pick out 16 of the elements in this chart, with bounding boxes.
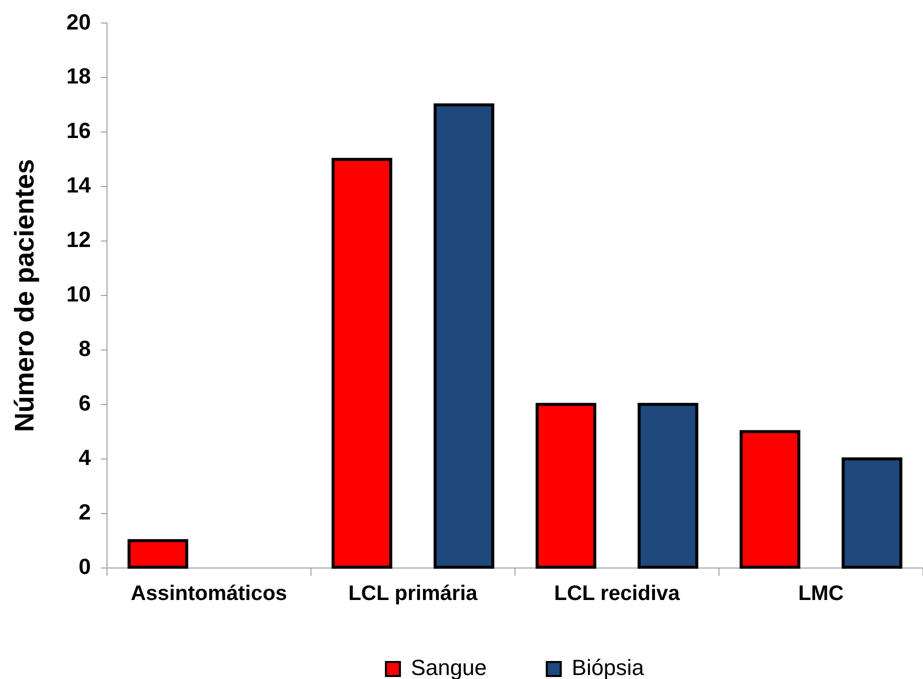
- x-tick-label: LCL primária: [348, 582, 478, 606]
- y-tick-label: 4: [78, 444, 92, 470]
- y-tick-label: 18: [66, 64, 91, 89]
- y-tick-label: 10: [66, 282, 91, 307]
- y-tick-label: 0: [78, 554, 91, 579]
- y-tick-label: 2: [78, 499, 91, 524]
- y-axis-title: Número de pacientes: [10, 158, 40, 432]
- y-tick-label: 14: [66, 172, 92, 198]
- x-tick-label: LCL recidiva: [554, 582, 680, 606]
- y-tick-label: 8: [78, 336, 91, 362]
- x-tick-label: Assintomáticos: [130, 582, 288, 606]
- y-tick-label: 6: [78, 390, 91, 416]
- y-tick-label: 12: [66, 227, 91, 252]
- x-tick-label: LMC: [798, 582, 844, 606]
- y-tick-label: 20: [66, 9, 91, 34]
- y-tick-label: 16: [66, 118, 91, 144]
